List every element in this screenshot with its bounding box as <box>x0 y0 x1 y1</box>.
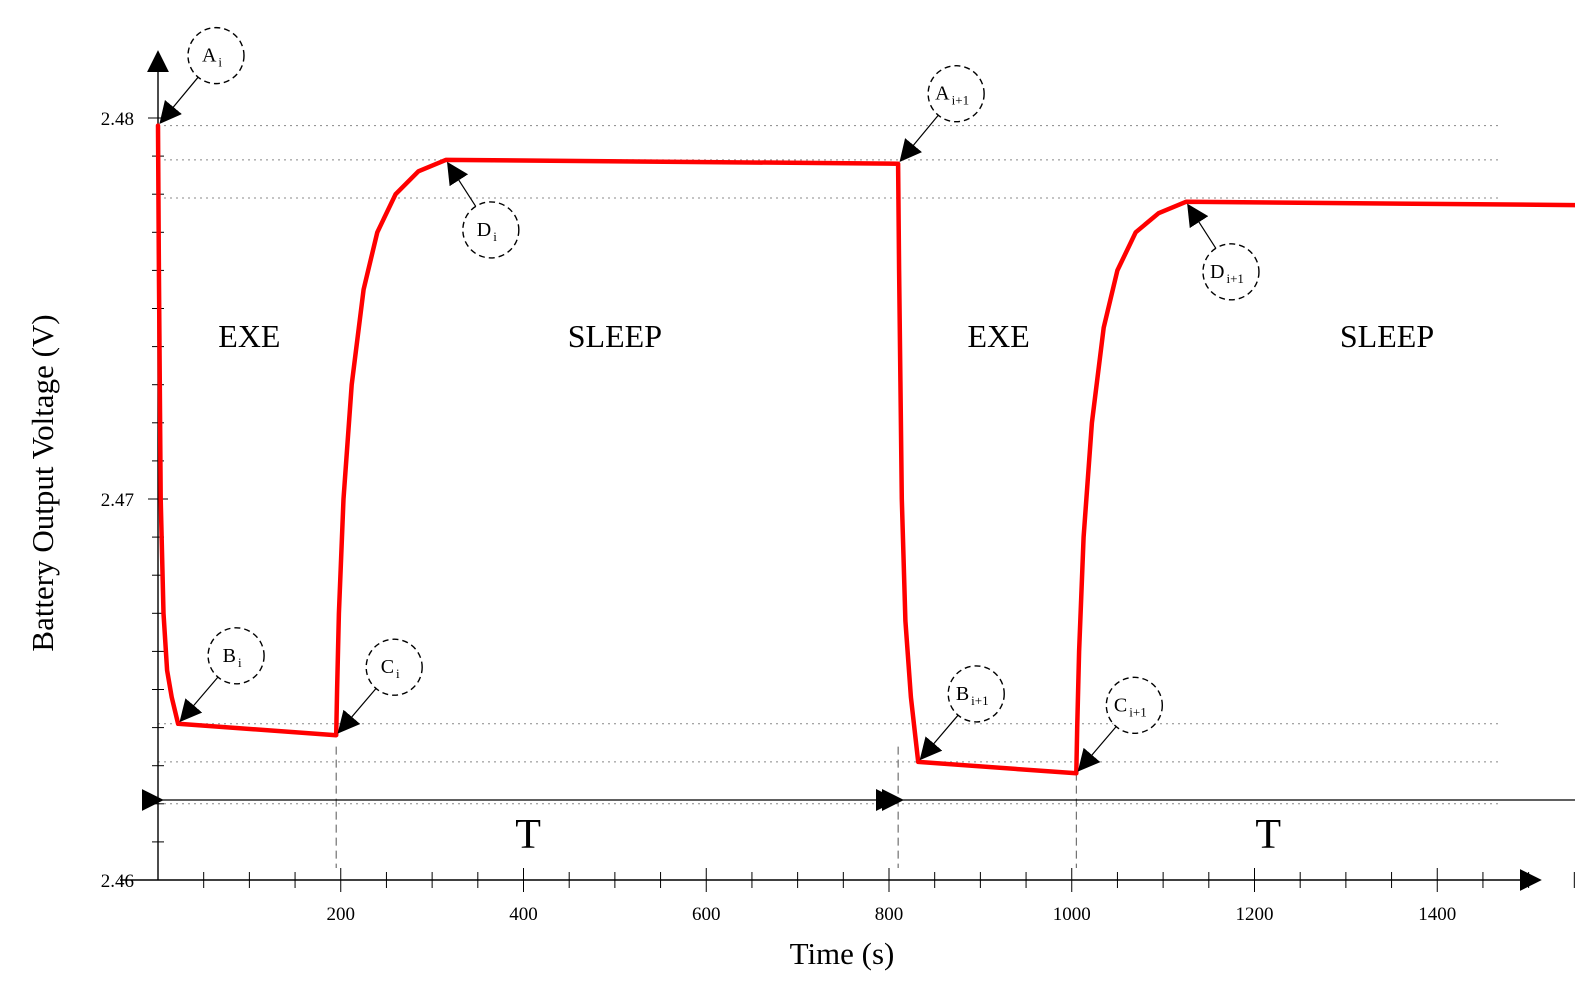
axes <box>120 50 1542 891</box>
annotation-subscript: i <box>238 655 242 670</box>
annotation-subscript: i+1 <box>1226 271 1243 286</box>
annotation-circle <box>187 26 245 85</box>
x-tick-label: 1400 <box>1418 904 1456 925</box>
annotation-circle <box>927 65 985 123</box>
period-label: T <box>1255 812 1281 858</box>
voltage-series <box>155 123 1575 776</box>
x-tick-label: 400 <box>509 904 538 925</box>
voltage-line <box>155 123 1575 776</box>
annotation-arrow <box>1187 203 1217 249</box>
phase-label: EXE <box>968 318 1030 354</box>
x-tick-label: 600 <box>692 904 721 925</box>
annotation-arrow <box>337 688 377 734</box>
annotation-circle <box>207 627 265 685</box>
y-tick-label: 2.46 <box>101 871 134 892</box>
annotation-arrow <box>919 714 959 761</box>
annotation-arrow <box>179 676 219 723</box>
annotation-arrow <box>1077 726 1117 772</box>
annotation-circle <box>365 638 423 696</box>
x-axis-title: Time (s) <box>790 936 895 971</box>
y-axis-title: Battery Output Voltage (V) <box>25 314 60 651</box>
reference-grid <box>158 125 1500 805</box>
annotation-arrow <box>159 76 199 124</box>
annotation-subscript: i <box>396 666 400 681</box>
annotation-circle <box>462 201 520 259</box>
x-tick-label: 200 <box>327 904 356 925</box>
annotation-circle <box>1105 676 1164 735</box>
phase-labels: EXESLEEPEXESLEEPEXE <box>218 318 1434 354</box>
phase-label: SLEEP <box>1340 318 1434 354</box>
annotation-arrow <box>447 161 477 207</box>
annotation-subscript: i+1 <box>971 693 988 708</box>
y-tick-label: 2.47 <box>101 490 134 511</box>
annotation-arrow <box>899 114 939 163</box>
annotation-circle <box>1202 243 1260 301</box>
annotation-subscript: i <box>493 229 497 244</box>
annotation-subscript: i+1 <box>952 93 969 108</box>
annotation-subscript: i+1 <box>1129 704 1146 719</box>
phase-label: SLEEP <box>568 318 662 354</box>
x-tick-label: 1000 <box>1053 904 1091 925</box>
x-tick-label: 800 <box>875 904 904 925</box>
phase-label: EXE <box>218 318 280 354</box>
period-label: T <box>515 812 541 858</box>
annotation-subscript: i <box>218 55 222 70</box>
annotation-circle <box>947 665 1005 723</box>
ticks: 20040060080010001200140016002.462.472.48 <box>101 109 1575 925</box>
y-tick-label: 2.48 <box>101 109 134 130</box>
x-tick-label: 1200 <box>1236 904 1274 925</box>
